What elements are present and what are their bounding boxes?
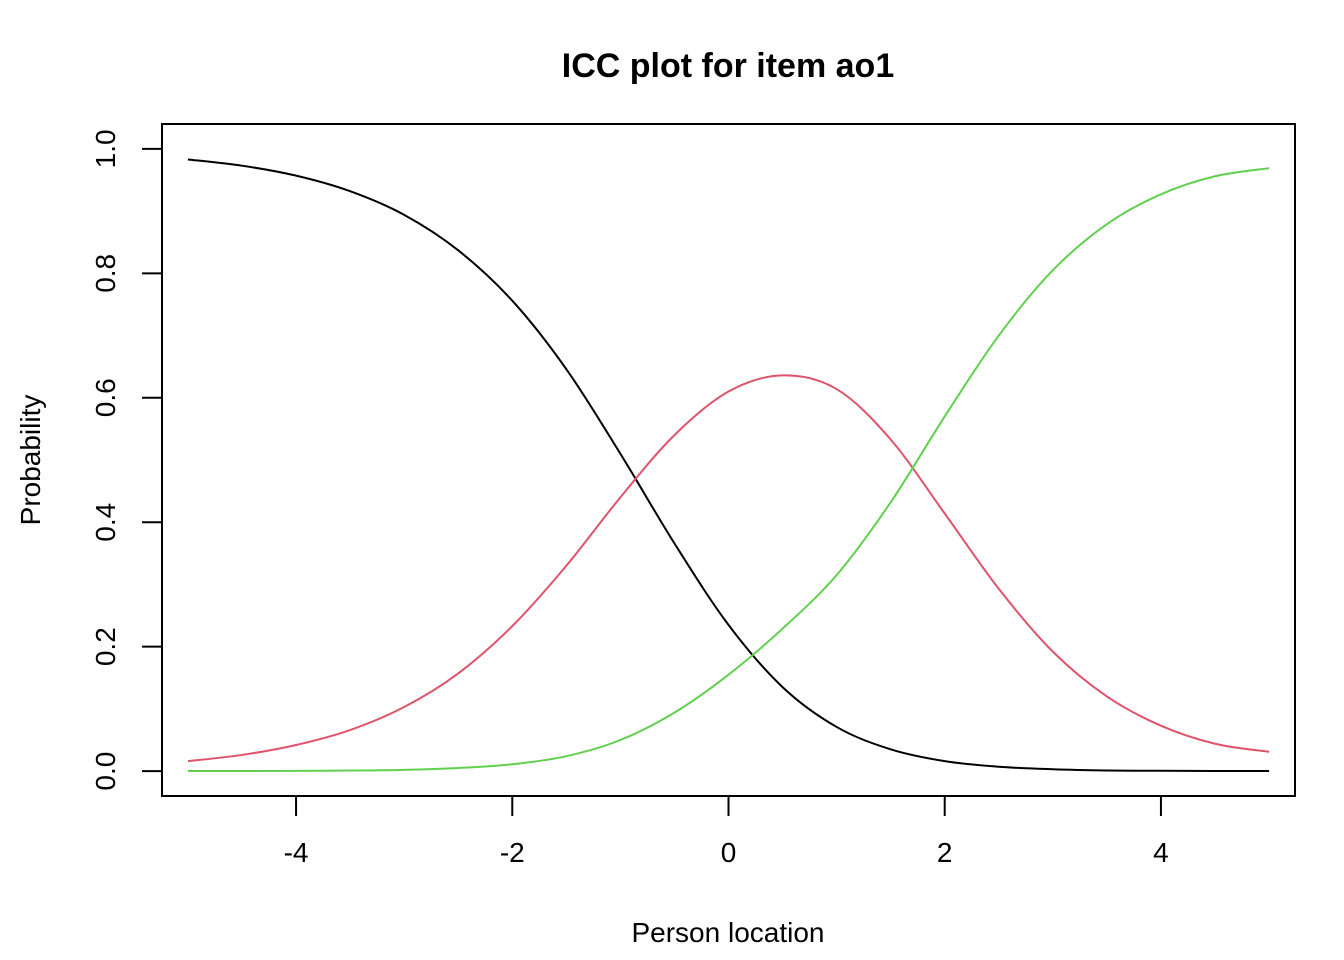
y-tick-label: 0.2 xyxy=(90,627,121,666)
y-tick-label: 0.0 xyxy=(90,752,121,791)
x-axis-label: Person location xyxy=(631,917,824,948)
y-axis: 0.0 0.2 0.4 0.6 0.8 1.0 xyxy=(90,129,163,791)
y-tick-label: 0.8 xyxy=(90,254,121,293)
y-axis-label: Probability xyxy=(15,395,46,526)
x-tick-label: 4 xyxy=(1153,837,1169,868)
x-tick-label: 0 xyxy=(721,837,737,868)
y-tick-label: 0.6 xyxy=(90,378,121,417)
series-line-0 xyxy=(187,158,1270,773)
series-line-2 xyxy=(187,167,1270,773)
y-tick-label: 1.0 xyxy=(90,129,121,168)
chart-title: ICC plot for item ao1 xyxy=(562,47,894,85)
y-tick-label: 0.4 xyxy=(90,503,121,542)
x-axis: -4 -2 0 2 4 xyxy=(284,795,1169,868)
x-tick-label: 2 xyxy=(937,837,953,868)
x-tick-label: -4 xyxy=(284,837,309,868)
series-line-1 xyxy=(187,374,1270,763)
curves-layer xyxy=(187,158,1270,773)
plot-frame xyxy=(161,123,1296,797)
x-tick-label: -2 xyxy=(500,837,525,868)
